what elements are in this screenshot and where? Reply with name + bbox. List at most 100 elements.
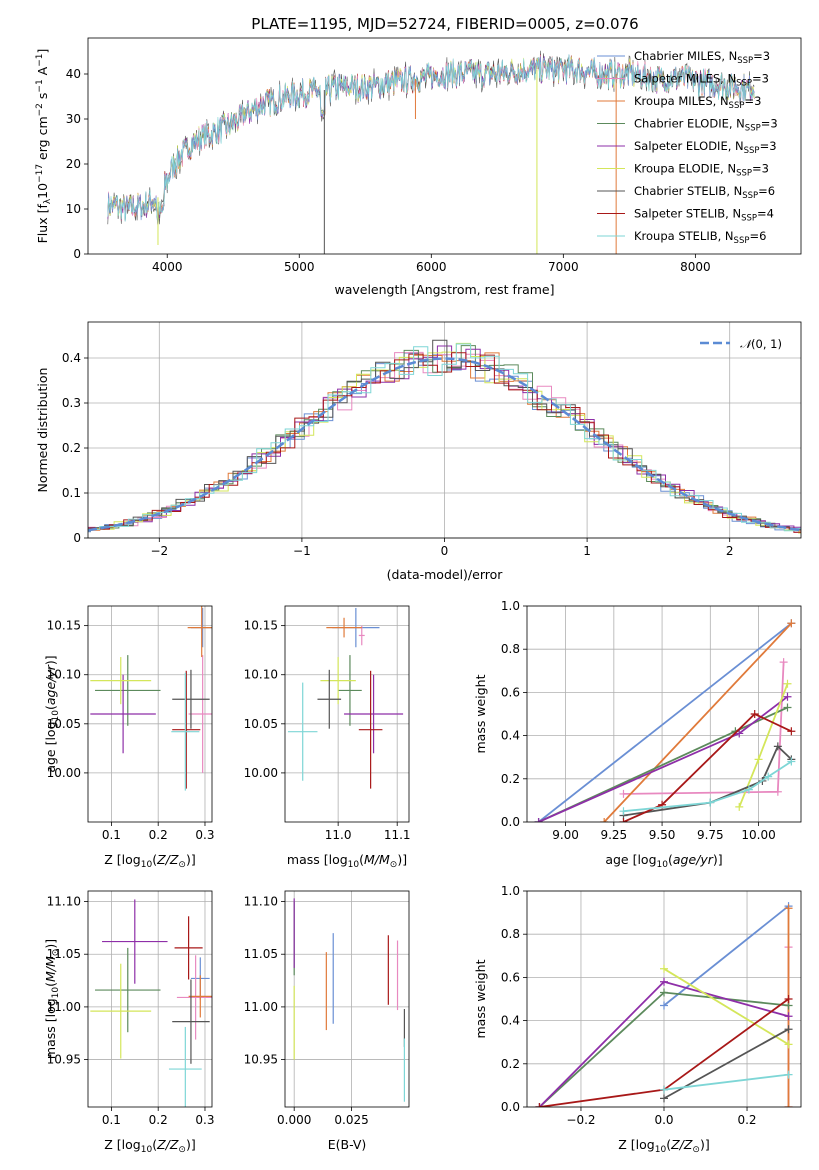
- x-axis-label: (data-model)/error: [387, 567, 504, 582]
- errorbar-group: [293, 898, 406, 1102]
- x-axis-label: Z [log10(Z/Z⊙)]: [618, 1137, 709, 1155]
- y-axis-label: mass weight: [473, 959, 488, 1038]
- axes-mass_vs_ebv: 0.000 0.025 10.95 11.00 11.05 11.10: [244, 891, 409, 1127]
- y-tick-label: 20: [66, 157, 81, 171]
- errorbar-group: [90, 606, 212, 791]
- errorbar-group: [287, 607, 404, 789]
- x-axis-label: E(B-V): [328, 1137, 367, 1152]
- y-tick-label: 0.0: [501, 815, 520, 829]
- legend-label: Chabrier MILES, NSSP=3: [634, 49, 770, 66]
- x-tick-label: 1: [583, 544, 591, 558]
- y-tick-label: 10.95: [244, 1053, 278, 1067]
- y-tick-label: 0.6: [501, 970, 520, 984]
- series-marker: [784, 1025, 793, 1034]
- y-tick-label: 0.3: [62, 396, 81, 410]
- y-tick-label: 11.10: [244, 895, 278, 909]
- histogram-step: [88, 343, 801, 532]
- series-marker: [784, 1012, 793, 1021]
- series-line: [623, 712, 792, 822]
- x-tick-label: 0.1: [102, 1113, 121, 1127]
- series-marker: [660, 988, 668, 997]
- y-tick-label: 1.0: [501, 599, 520, 613]
- histogram-step: [88, 339, 801, 531]
- series-marker: [660, 964, 668, 973]
- y-tick-label: 0.6: [501, 685, 520, 699]
- y-tick-label: 11.00: [244, 1000, 278, 1014]
- series-marker: [773, 787, 782, 796]
- series-line: [603, 622, 793, 822]
- series-marker: [779, 658, 788, 667]
- x-tick-label: 0.2: [149, 1113, 168, 1127]
- x-tick-label: 11.0: [325, 828, 352, 842]
- x-tick-label: 0.2: [149, 828, 168, 842]
- x-tick-label: 5000: [284, 260, 315, 274]
- figure-title: PLATE=1195, MJD=52724, FIBERID=0005, z=0…: [251, 15, 638, 33]
- series-marker: [660, 977, 668, 986]
- x-tick-label: −2: [150, 544, 168, 558]
- y-tick-label: 30: [66, 112, 81, 126]
- x-tick-label: 9.00: [552, 828, 579, 842]
- y-tick-label: 0.8: [501, 927, 520, 941]
- x-tick-label: 0.3: [195, 1113, 214, 1127]
- y-tick-label: 0.8: [501, 642, 520, 656]
- legend-label: Kroupa STELIB, NSSP=6: [634, 229, 766, 246]
- y-tick-label: 11.00: [47, 1000, 81, 1014]
- axes-spectrum: 4000 5000 6000 7000 8000 0 10 20 30 40: [66, 67, 711, 274]
- axes-mass_weight_vs_age: 9.00 9.25 9.50 9.75 10.00 0.0 0.2 0.4 0.6 0.8 1.0: [501, 599, 801, 842]
- y-tick-label: 0: [73, 247, 81, 261]
- legend-label: Chabrier STELIB, NSSP=6: [634, 184, 775, 201]
- y-tick-label: 1.0: [501, 884, 520, 898]
- series-marker: [660, 1085, 668, 1094]
- y-tick-label: 10.05: [244, 717, 278, 731]
- x-tick-label: 0.3: [195, 828, 214, 842]
- legend-label: Salpeter ELODIE, NSSP=3: [634, 139, 777, 156]
- age_vs_Z-frame: [87, 605, 213, 823]
- y-tick-label: 11.05: [47, 947, 81, 961]
- series-marker: [619, 818, 628, 822]
- x-tick-label: 10.00: [741, 828, 775, 842]
- y-axis-label: mass weight: [473, 674, 488, 753]
- series-marker: [660, 1001, 668, 1010]
- series-line: [623, 760, 792, 813]
- series-marker: [619, 789, 628, 798]
- y-axis-label: Normed distribution: [35, 368, 50, 493]
- x-tick-label: 4000: [152, 260, 183, 274]
- series-marker: [535, 1103, 544, 1107]
- legend-label: Chabrier ELODIE, NSSP=3: [634, 117, 778, 134]
- x-axis-label: mass [log10(M/M⊙)]: [287, 852, 407, 870]
- y-axis-label: age [log10(age/yr)]: [43, 655, 61, 772]
- x-tick-label: 0.2: [737, 1113, 756, 1127]
- histogram-group: [88, 339, 801, 534]
- series-marker: [600, 818, 609, 822]
- y-tick-label: 0: [73, 531, 81, 545]
- legend: Chabrier MILES, NSSP=3 Salpeter MILES, NS…: [597, 49, 778, 246]
- series-marker: [735, 729, 744, 738]
- series-line: [663, 968, 789, 1046]
- series-marker: [754, 755, 763, 764]
- x-tick-label: 9.25: [600, 828, 627, 842]
- series-line: [538, 622, 792, 822]
- series-line: [663, 1073, 789, 1091]
- series-marker: [784, 1070, 793, 1079]
- x-tick-label: −1: [293, 544, 311, 558]
- series-marker: [706, 798, 715, 807]
- legend-label: Kroupa MILES, NSSP=3: [634, 94, 761, 111]
- y-tick-label: 11.05: [244, 947, 278, 961]
- series-marker: [764, 772, 773, 781]
- x-tick-label: 0.0: [654, 1113, 673, 1127]
- y-tick-label: 0.2: [501, 1057, 520, 1071]
- y-tick-label: 0.4: [501, 729, 520, 743]
- axes-age_vs_mass: 11.0 11.1 10.00 10.05 10.10 10.15: [244, 606, 411, 842]
- residuals-frame: [87, 321, 802, 539]
- series-marker: [744, 785, 753, 794]
- spectrum-lines: [107, 50, 755, 254]
- series-marker: [787, 619, 796, 628]
- x-tick-label: 8000: [680, 260, 711, 274]
- y-tick-label: 0.4: [62, 351, 81, 365]
- y-tick-label: 0.0: [501, 1100, 520, 1114]
- y-tick-label: 10.15: [47, 619, 81, 633]
- x-axis-label: Z [log10(Z/Z⊙)]: [104, 1137, 195, 1155]
- x-tick-label: 9.50: [649, 828, 676, 842]
- axes-age_vs_Z: 0.1 0.2 0.3 10.00 10.05 10.10 10.15: [47, 606, 215, 842]
